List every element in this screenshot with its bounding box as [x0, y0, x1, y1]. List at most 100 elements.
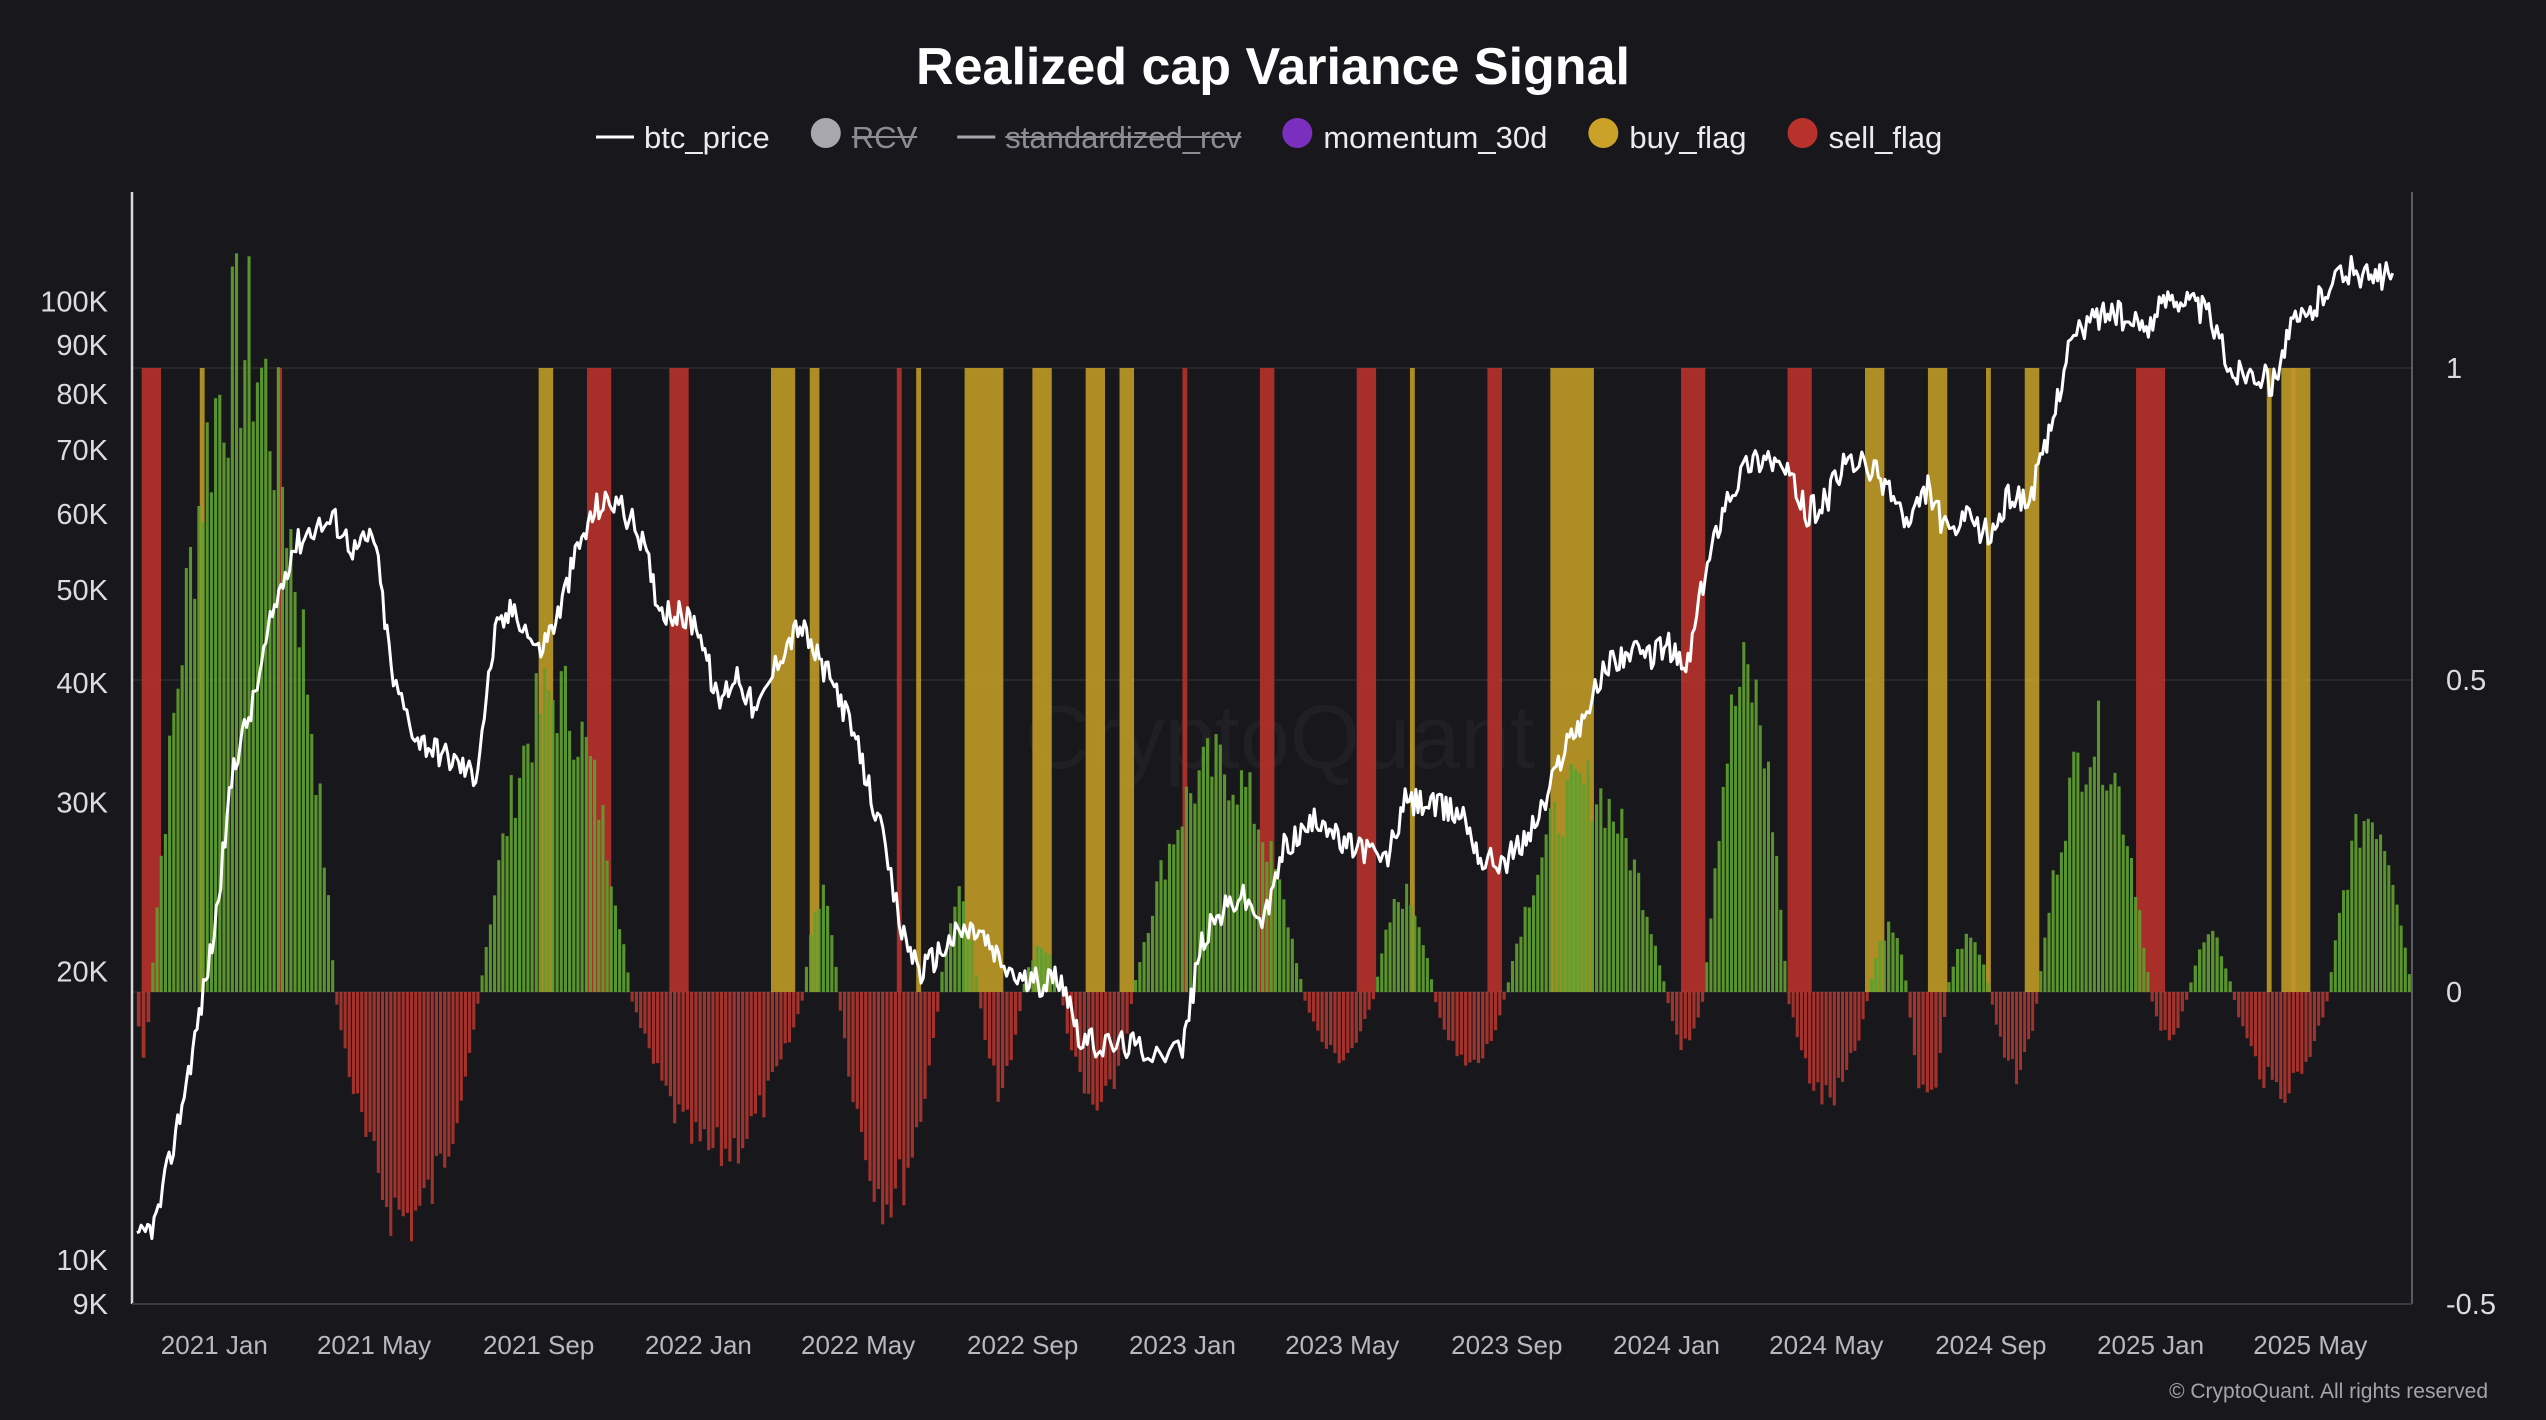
momentum-bar-negative [1069, 992, 1074, 1051]
momentum-bar-negative [1341, 992, 1346, 1061]
momentum-bar-positive [2211, 930, 2215, 992]
momentum-bar-positive [1409, 904, 1413, 992]
momentum-bar-negative [992, 992, 996, 1066]
momentum-bar-negative [864, 992, 868, 1161]
momentum-bar-negative [1925, 992, 1929, 1093]
buy-flag-band [2266, 368, 2272, 992]
x-tick-label: 2022 May [801, 1330, 915, 1360]
momentum-bar-negative [2019, 992, 2023, 1070]
momentum-bar-negative [876, 992, 881, 1190]
momentum-bar-positive [1982, 964, 1986, 992]
momentum-bar-positive [2047, 912, 2051, 992]
momentum-bar-positive [1519, 936, 1523, 992]
momentum-bar-positive [2198, 949, 2202, 992]
momentum-bar-positive [2121, 834, 2125, 992]
buy-flag-band [1986, 368, 1991, 992]
momentum-bar-negative [796, 992, 800, 1015]
momentum-bar-positive [159, 855, 163, 992]
momentum-bar-positive [949, 923, 953, 992]
y-left-tick-label: 100K [40, 286, 108, 318]
momentum-bar-negative [1121, 992, 1125, 1051]
buy-flag-band [1085, 368, 1105, 992]
momentum-bar-negative [1078, 992, 1082, 1073]
momentum-bar-negative [1009, 992, 1013, 1061]
momentum-bar-negative [2296, 992, 2300, 1072]
sell-flag-band [1259, 368, 1275, 992]
momentum-bar-positive [2039, 971, 2043, 992]
momentum-bar-positive [176, 688, 180, 992]
momentum-bar-positive [193, 598, 197, 992]
momentum-bar-positive [1603, 827, 1607, 992]
momentum-bar-positive [1536, 874, 1540, 992]
momentum-bar-negative [736, 992, 741, 1164]
momentum-bar-positive [534, 673, 538, 992]
momentum-bar-positive [214, 398, 218, 992]
momentum-bar-positive [1269, 841, 1273, 992]
momentum-bar-negative [1799, 992, 1803, 1051]
momentum-bar-positive [1548, 808, 1552, 992]
momentum-bar-negative [1917, 992, 1921, 1089]
momentum-bar-positive [1582, 783, 1586, 992]
momentum-bar-positive [2043, 937, 2047, 992]
momentum-bar-negative [711, 992, 715, 1149]
momentum-bar-negative [1329, 992, 1333, 1046]
momentum-bar-positive [226, 457, 230, 992]
momentum-bar-negative [343, 992, 347, 1049]
momentum-bar-negative [397, 992, 401, 1210]
momentum-bar-positive [1146, 932, 1150, 992]
momentum-bar-positive [568, 730, 572, 992]
momentum-bar-positive [1286, 927, 1290, 992]
momentum-bar-negative [1434, 992, 1438, 1003]
momentum-bar-negative [893, 992, 897, 1189]
momentum-bar-negative [1812, 992, 1816, 1091]
momentum-bar-negative [2150, 992, 2154, 1002]
momentum-bar-positive [1620, 808, 1624, 992]
momentum-bar-negative [405, 992, 409, 1213]
momentum-bars [136, 253, 2411, 1242]
momentum-bar-negative [783, 992, 787, 1044]
momentum-bar-negative [1061, 992, 1065, 1006]
momentum-bar-positive [2134, 896, 2138, 992]
momentum-bar-negative [472, 992, 476, 1030]
momentum-bar-positive [626, 972, 630, 992]
momentum-bar-positive [576, 756, 580, 992]
momentum-bar-positive [2092, 756, 2096, 992]
momentum-bar-positive [2072, 751, 2076, 992]
momentum-bar-negative [902, 992, 906, 1206]
buy-flag-band [770, 368, 796, 992]
y-left-tick-label: 40K [56, 668, 108, 700]
momentum-bar-positive [2113, 772, 2117, 992]
momentum-bar-positive [1430, 979, 1434, 992]
momentum-bar-positive [2088, 767, 2092, 992]
momentum-bar-negative [1018, 992, 1022, 1012]
momentum-bar-negative [1861, 992, 1865, 1020]
momentum-bar-negative [1666, 992, 1670, 1004]
momentum-bar-negative [2325, 992, 2329, 1002]
legend-item-standardized_rcv: standardized_rcv [957, 120, 1242, 155]
momentum-bar-positive [218, 394, 222, 992]
momentum-bar-negative [702, 992, 707, 1130]
momentum-bar-positive [155, 907, 159, 992]
momentum-bar-positive [1717, 840, 1721, 992]
momentum-bar-negative [719, 992, 724, 1166]
momentum-bar-positive [1142, 942, 1146, 992]
momentum-bar-positive [1705, 962, 1709, 992]
momentum-bar-positive [1413, 915, 1417, 992]
momentum-bar-positive [1384, 929, 1388, 992]
momentum-bar-positive [1713, 868, 1717, 992]
momentum-bar-positive [1193, 803, 1197, 992]
momentum-bar-positive [974, 975, 979, 992]
momentum-bar-positive [1155, 881, 1159, 992]
momentum-bar-negative [630, 992, 634, 1002]
momentum-bar-positive [2206, 934, 2211, 992]
momentum-bar-negative [651, 992, 656, 1064]
axes [130, 192, 2413, 1305]
momentum-bar-positive [310, 733, 314, 992]
momentum-bar-positive [2146, 972, 2150, 992]
momentum-bar-negative [2258, 992, 2262, 1080]
buy-flag-band [809, 368, 820, 992]
momentum-bar-positive [180, 665, 184, 992]
buy-flag-band [1409, 368, 1415, 992]
momentum-bar-negative [753, 992, 758, 1114]
momentum-bar-positive [172, 712, 176, 992]
